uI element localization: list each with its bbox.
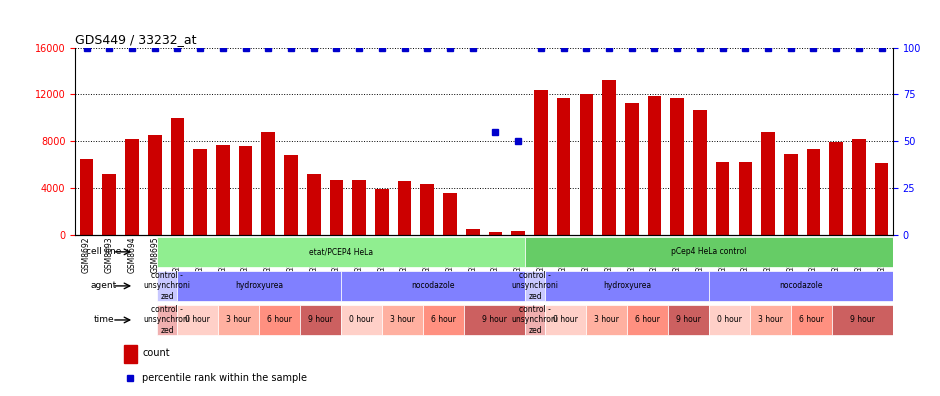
FancyBboxPatch shape bbox=[525, 236, 893, 267]
Text: nocodazole: nocodazole bbox=[411, 282, 455, 290]
Text: 0 hour: 0 hour bbox=[554, 316, 578, 324]
FancyBboxPatch shape bbox=[627, 305, 668, 335]
Text: 9 hour: 9 hour bbox=[308, 316, 333, 324]
Text: GDS449 / 33232_at: GDS449 / 33232_at bbox=[75, 33, 196, 46]
Text: time: time bbox=[93, 316, 114, 324]
FancyBboxPatch shape bbox=[832, 305, 893, 335]
Text: pCep4 HeLa control: pCep4 HeLa control bbox=[671, 248, 746, 256]
Text: 0 hour: 0 hour bbox=[717, 316, 742, 324]
Text: 3 hour: 3 hour bbox=[594, 316, 619, 324]
Bar bbox=[375, 189, 388, 235]
Bar bbox=[216, 145, 229, 235]
Bar bbox=[284, 155, 298, 235]
FancyBboxPatch shape bbox=[525, 270, 545, 301]
Bar bbox=[102, 174, 117, 235]
Bar bbox=[739, 162, 752, 235]
FancyBboxPatch shape bbox=[525, 305, 545, 335]
FancyBboxPatch shape bbox=[668, 305, 709, 335]
Text: 9 hour: 9 hour bbox=[850, 316, 875, 324]
FancyBboxPatch shape bbox=[300, 305, 341, 335]
Text: control -
unsynchroni
zed: control - unsynchroni zed bbox=[511, 305, 558, 335]
FancyBboxPatch shape bbox=[587, 305, 627, 335]
FancyBboxPatch shape bbox=[341, 305, 382, 335]
Text: 3 hour: 3 hour bbox=[227, 316, 251, 324]
Bar bbox=[124, 345, 136, 362]
Bar bbox=[306, 174, 321, 235]
Bar bbox=[716, 162, 729, 235]
Text: control -
unsynchroni
zed: control - unsynchroni zed bbox=[511, 271, 558, 301]
Bar bbox=[330, 180, 343, 235]
Bar bbox=[670, 98, 684, 235]
Text: 3 hour: 3 hour bbox=[758, 316, 783, 324]
Bar bbox=[444, 193, 457, 235]
Text: 0 hour: 0 hour bbox=[349, 316, 374, 324]
Bar bbox=[398, 181, 412, 235]
Bar bbox=[625, 103, 638, 235]
FancyBboxPatch shape bbox=[178, 305, 218, 335]
FancyBboxPatch shape bbox=[463, 305, 525, 335]
Text: 6 hour: 6 hour bbox=[267, 316, 292, 324]
Bar bbox=[511, 231, 525, 235]
Bar bbox=[693, 110, 707, 235]
Text: cell line: cell line bbox=[86, 248, 121, 256]
Bar bbox=[534, 89, 548, 235]
Text: hydroxyurea: hydroxyurea bbox=[603, 282, 651, 290]
Bar bbox=[556, 98, 571, 235]
Text: control -
unsynchroni
zed: control - unsynchroni zed bbox=[144, 271, 191, 301]
Bar bbox=[80, 159, 93, 235]
Text: 3 hour: 3 hour bbox=[390, 316, 415, 324]
Bar bbox=[489, 232, 502, 235]
Text: control -
unsynchroni
zed: control - unsynchroni zed bbox=[144, 305, 191, 335]
Text: 0 hour: 0 hour bbox=[185, 316, 211, 324]
Bar bbox=[852, 139, 866, 235]
FancyBboxPatch shape bbox=[157, 270, 178, 301]
Bar bbox=[194, 149, 207, 235]
FancyBboxPatch shape bbox=[218, 305, 259, 335]
Bar bbox=[466, 229, 479, 235]
FancyBboxPatch shape bbox=[341, 270, 525, 301]
FancyBboxPatch shape bbox=[750, 305, 791, 335]
Text: 6 hour: 6 hour bbox=[799, 316, 823, 324]
Bar bbox=[648, 95, 661, 235]
Bar bbox=[829, 142, 843, 235]
FancyBboxPatch shape bbox=[178, 270, 341, 301]
FancyBboxPatch shape bbox=[423, 305, 463, 335]
Bar bbox=[352, 180, 366, 235]
Bar bbox=[875, 164, 888, 235]
Text: 9 hour: 9 hour bbox=[482, 316, 507, 324]
Bar bbox=[261, 132, 275, 235]
Text: percentile rank within the sample: percentile rank within the sample bbox=[142, 373, 307, 383]
Bar bbox=[171, 118, 184, 235]
Text: nocodazole: nocodazole bbox=[779, 282, 822, 290]
Bar bbox=[603, 80, 616, 235]
FancyBboxPatch shape bbox=[709, 270, 893, 301]
Bar bbox=[239, 146, 252, 235]
FancyBboxPatch shape bbox=[709, 305, 750, 335]
Text: 6 hour: 6 hour bbox=[635, 316, 660, 324]
Text: count: count bbox=[142, 348, 170, 358]
Text: agent: agent bbox=[90, 282, 117, 290]
Text: etat/PCEP4 HeLa: etat/PCEP4 HeLa bbox=[309, 248, 373, 256]
Text: hydroxyurea: hydroxyurea bbox=[235, 282, 283, 290]
FancyBboxPatch shape bbox=[382, 305, 423, 335]
Text: 9 hour: 9 hour bbox=[676, 316, 701, 324]
Bar bbox=[761, 132, 775, 235]
FancyBboxPatch shape bbox=[259, 305, 300, 335]
Bar bbox=[579, 94, 593, 235]
FancyBboxPatch shape bbox=[791, 305, 832, 335]
FancyBboxPatch shape bbox=[157, 305, 178, 335]
FancyBboxPatch shape bbox=[545, 270, 709, 301]
Bar bbox=[420, 185, 434, 235]
FancyBboxPatch shape bbox=[545, 305, 587, 335]
Bar bbox=[125, 139, 139, 235]
Text: 6 hour: 6 hour bbox=[431, 316, 456, 324]
Bar bbox=[807, 149, 821, 235]
Bar bbox=[148, 135, 162, 235]
FancyBboxPatch shape bbox=[157, 236, 525, 267]
Bar bbox=[784, 154, 797, 235]
